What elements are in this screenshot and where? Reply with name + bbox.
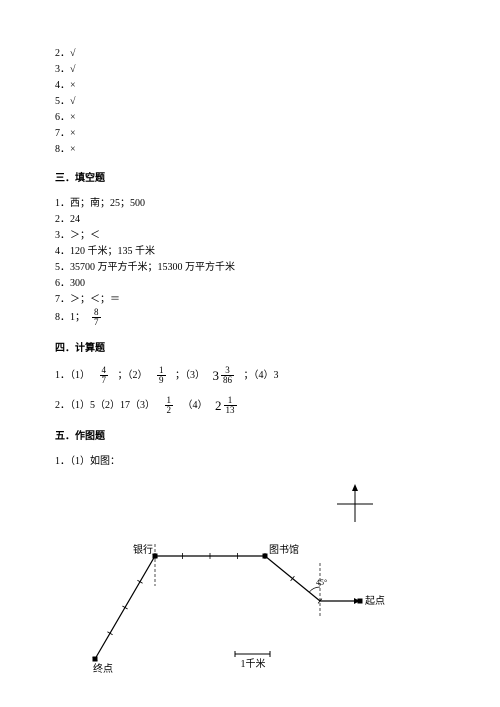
sec3-l4: 4．120 千米；135 千米 xyxy=(55,244,450,259)
s2-n: 7 xyxy=(55,128,60,139)
sec2-item: 8．× xyxy=(55,142,450,157)
sec4-r1: 1．（1） 47 ；（2） 19 ；（3） 3386 ；（4）3 xyxy=(55,366,450,386)
sec2-item: 2．√ xyxy=(55,46,450,61)
sec3-l8-frac: 8 7 xyxy=(92,308,101,327)
frac-d: 9 xyxy=(157,376,166,385)
r1-p2: ；（2） xyxy=(118,368,148,383)
mixed-whole: 2 xyxy=(215,398,222,413)
mixed-frac: 113 xyxy=(224,396,237,415)
sec3-l8: 8．1； 8 7 xyxy=(55,308,450,327)
r1-p1: 1．（1） xyxy=(55,368,90,383)
mixed-whole: 3 xyxy=(213,368,220,383)
mixed-frac: 386 xyxy=(221,366,234,385)
svg-text:图书馆: 图书馆 xyxy=(269,543,299,556)
sec2-item: 3．√ xyxy=(55,62,450,77)
s2-v: √ xyxy=(70,96,76,107)
r1-f1: 47 xyxy=(100,366,109,385)
r1-f2: 19 xyxy=(157,366,166,385)
r2-f1: 12 xyxy=(165,396,174,415)
svg-text:1千米: 1千米 xyxy=(241,657,266,670)
sec3-l3: 3．＞；＜ xyxy=(55,228,450,243)
s2-v: × xyxy=(70,128,76,139)
r1-m3: 3386 xyxy=(213,366,237,386)
svg-text:起点: 起点 xyxy=(365,595,385,607)
sec4-title: 四．计算题 xyxy=(55,341,450,356)
s2-v: × xyxy=(70,144,76,155)
svg-text:北: 北 xyxy=(361,484,371,486)
sec3-l5: 5．35700 万平方千米；15300 万平方千米 xyxy=(55,260,450,275)
s2-v: × xyxy=(70,80,76,91)
sec3-l8a: 8．1； xyxy=(55,310,85,325)
svg-text:银行: 银行 xyxy=(133,543,153,556)
s2-n: 3 xyxy=(55,64,60,75)
r2-p1: 2．（1）5（2）17（3） xyxy=(55,398,155,413)
s2-n: 2 xyxy=(55,48,60,59)
r2-m2: 2113 xyxy=(215,396,239,416)
s2-n: 6 xyxy=(55,112,60,123)
s2-n: 4 xyxy=(55,80,60,91)
frac-d: 7 xyxy=(100,376,109,385)
frac-d: 2 xyxy=(165,406,174,415)
sec5-l1: 1．（1）如图： xyxy=(55,454,450,469)
svg-text:终点: 终点 xyxy=(93,662,113,675)
sec2-item: 5．√ xyxy=(55,94,450,109)
sec2-item: 6．× xyxy=(55,110,450,125)
s2-n: 8 xyxy=(55,144,60,155)
s2-v: √ xyxy=(70,64,76,75)
r1-p3: ；（3） xyxy=(175,368,205,383)
sec2-item: 7．× xyxy=(55,126,450,141)
r2-p2: （4） xyxy=(183,398,208,413)
frac-d: 13 xyxy=(224,406,237,415)
route-diagram: 45° 银行 图书馆起点终点 北 1千米 xyxy=(55,484,415,679)
sec3-l1: 1．西；南；25；500 xyxy=(55,196,450,211)
svg-text:45°: 45° xyxy=(316,578,327,587)
sec3-l2: 2．24 xyxy=(55,212,450,227)
sec4-r2: 2．（1）5（2）17（3） 12 （4） 2113 xyxy=(55,396,450,416)
sec3-title: 三．填空题 xyxy=(55,171,450,186)
r1-p4: ；（4）3 xyxy=(244,368,279,383)
s2-v: √ xyxy=(70,48,76,59)
sec3-l7: 7．＞；＜；＝ xyxy=(55,292,450,307)
s2-n: 5 xyxy=(55,96,60,107)
sec2-list: 2．√ 3．√ 4．× 5．√ 6．× 7．× 8．× xyxy=(55,46,450,157)
frac-d: 7 xyxy=(92,318,101,327)
s2-v: × xyxy=(70,112,76,123)
sec5-title: 五．作图题 xyxy=(55,429,450,444)
sec2-item: 4．× xyxy=(55,78,450,93)
frac-d: 86 xyxy=(221,376,234,385)
sec3-l6: 6．300 xyxy=(55,276,450,291)
